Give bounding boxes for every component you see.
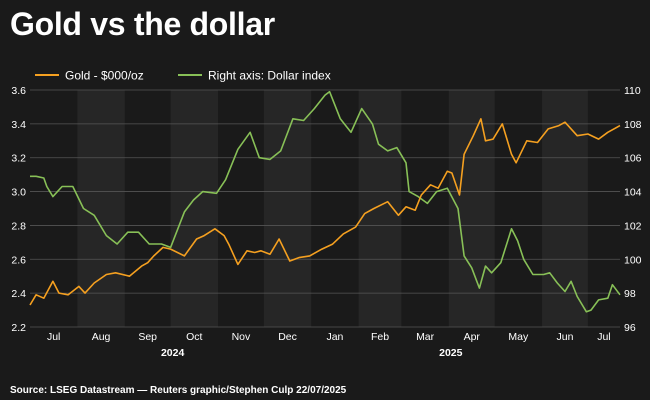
y-right-tick-label: 96 (624, 322, 636, 334)
y-left-tick-label: 2.4 (11, 288, 26, 300)
series-lines (29, 90, 621, 313)
y-right-tick-label: 100 (624, 254, 642, 266)
month-band (77, 90, 125, 327)
gridlines (30, 89, 620, 328)
month-band (170, 90, 219, 327)
x-tick-label: Feb (371, 331, 389, 343)
legend-label: Right axis: Dollar index (208, 69, 331, 83)
y-right-tick-label: 106 (624, 153, 642, 165)
gold-series-line (29, 118, 621, 306)
y-right-tick-label: 102 (624, 220, 642, 232)
x-tick-label: Dec (278, 331, 297, 343)
month-shading (77, 90, 588, 327)
page-title: Gold vs the dollar (10, 6, 275, 42)
x-tick-label: Apr (464, 331, 481, 343)
y-left-tick-label: 3.6 (11, 85, 26, 97)
y-right-tick-label: 110 (624, 85, 641, 97)
dollar-series-line (30, 90, 621, 313)
y-left-tick-label: 3.0 (11, 187, 26, 199)
x-tick-label: Jul (597, 331, 610, 343)
x-tick-label: Sep (138, 331, 157, 343)
x-tick-label: Jan (326, 331, 343, 343)
y-left-tick-label: 3.2 (11, 153, 26, 165)
x-tick-label: Mar (416, 331, 435, 343)
x-tick-label: Jun (557, 331, 574, 343)
y-right-tick-label: 104 (624, 187, 642, 199)
x-tick-label: Jul (47, 331, 60, 343)
y-left-tick-label: 2.6 (11, 254, 26, 266)
month-band (448, 90, 495, 327)
axis-ticks: Jul Aug Sep Oct Nov Dec Jan Feb Mar Apr May Jun Jul 2… (11, 85, 641, 359)
x-year-label: 2024 (161, 347, 185, 359)
x-year-label: 2025 (439, 347, 463, 359)
month-band (263, 90, 312, 327)
y-left-tick-label: 2.2 (11, 322, 26, 334)
month-band (358, 90, 402, 327)
legend: Gold - $000/oz Right axis: Dollar index (35, 69, 331, 83)
y-right-tick-label: 98 (624, 288, 636, 300)
y-right-tick-label: 108 (624, 119, 642, 131)
legend-label: Gold - $000/oz (65, 69, 144, 83)
source-note: Source: LSEG Datastream — Reuters graphi… (10, 385, 347, 396)
y-left-tick-label: 2.8 (11, 220, 26, 232)
month-band (542, 90, 588, 327)
x-tick-label: Nov (232, 331, 251, 343)
x-tick-label: Oct (186, 331, 202, 343)
y-left-tick-label: 3.4 (11, 119, 26, 131)
x-tick-label: May (508, 331, 529, 343)
x-tick-label: Aug (92, 331, 111, 343)
